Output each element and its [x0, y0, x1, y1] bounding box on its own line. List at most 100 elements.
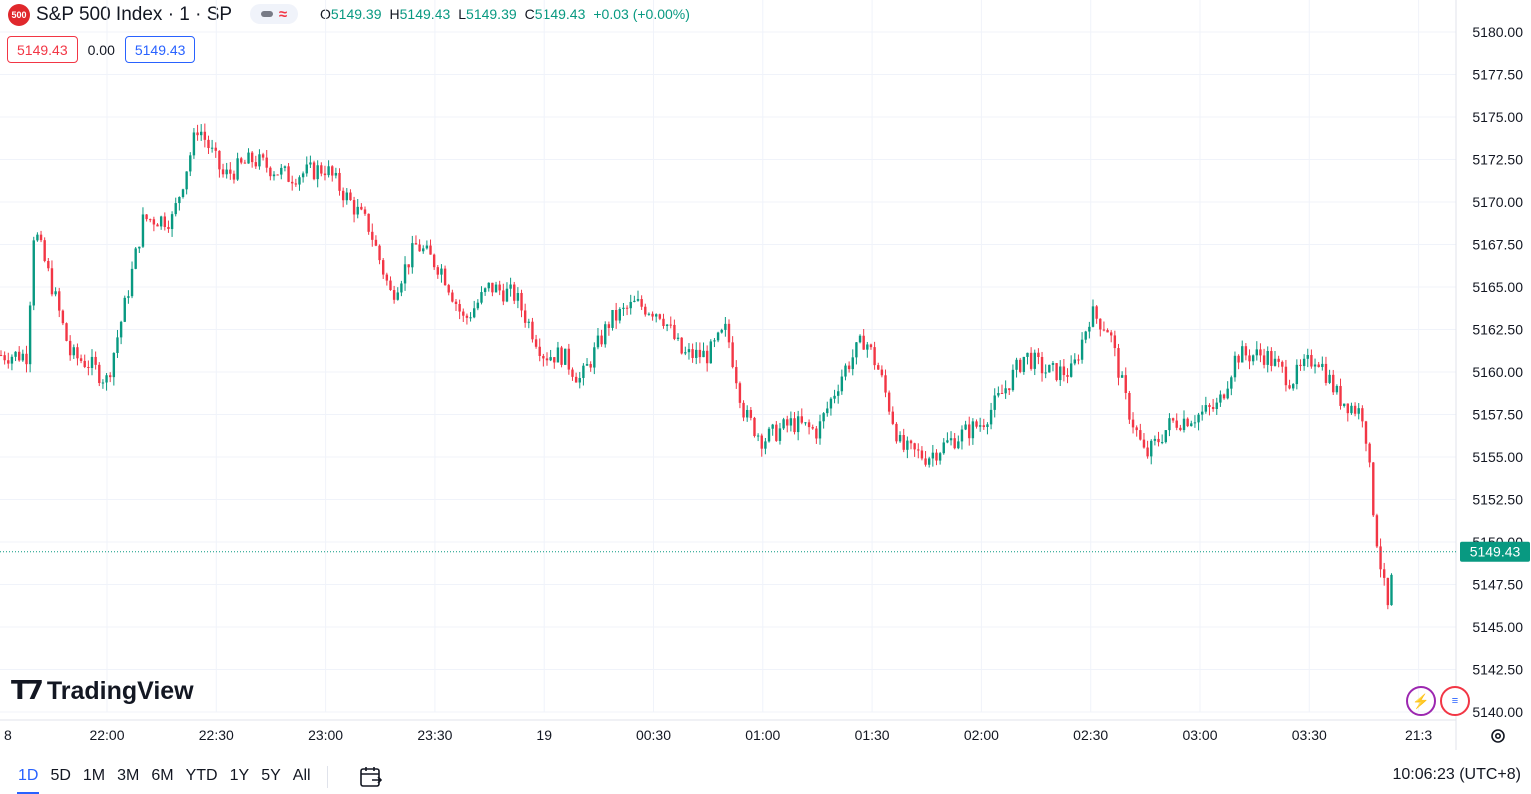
candle-body — [902, 435, 905, 450]
candle-body — [684, 352, 687, 354]
buy-price-button[interactable]: 5149.43 — [124, 36, 196, 63]
candle-body — [181, 189, 185, 198]
candle-body — [221, 169, 225, 175]
candle-body — [170, 214, 174, 230]
range-tab-1y[interactable]: 1Y — [229, 767, 250, 784]
candle-body — [167, 226, 170, 230]
symbol-logo[interactable]: 500 — [8, 4, 30, 26]
candle-body — [382, 260, 385, 275]
candle-body — [938, 453, 942, 461]
candle-body — [1175, 420, 1178, 428]
candle-body — [1080, 339, 1084, 360]
lightning-icon[interactable]: ⚡ — [1406, 686, 1436, 716]
candle-body — [7, 360, 10, 364]
candle-body — [691, 349, 694, 358]
candle-body — [1044, 372, 1047, 374]
candle-body — [494, 284, 498, 293]
candle-body — [906, 440, 909, 450]
candle-body — [542, 355, 545, 359]
candle-body — [731, 342, 734, 368]
candle-body — [396, 292, 399, 300]
ohlc-low: L5149.39 — [458, 6, 517, 22]
candle-body — [1026, 352, 1029, 357]
last-price-label-bg — [1460, 541, 1530, 562]
candle-body — [119, 321, 123, 338]
symbol-title[interactable]: S&P 500 Index · 1 · SP — [36, 4, 233, 25]
time-tick-label: 8 — [4, 727, 12, 743]
range-tab-6m[interactable]: 6M — [151, 767, 174, 784]
candle-body — [1306, 354, 1309, 359]
chart-badges: ⚡ ≡ — [1406, 686, 1470, 716]
candle-body — [520, 292, 523, 311]
candle-body — [851, 357, 854, 370]
candle-body — [14, 351, 17, 357]
candle-body — [523, 310, 527, 323]
settings-gear-icon[interactable] — [1488, 726, 1508, 746]
range-tab-1d[interactable]: 1D — [12, 766, 44, 794]
price-tick-label: 5155.00 — [1472, 449, 1523, 465]
goto-date-calendar-icon[interactable] — [358, 765, 384, 789]
candle-body — [47, 260, 50, 269]
sell-price-button[interactable]: 5149.43 — [7, 36, 78, 63]
candle-body — [1146, 447, 1149, 457]
candle-body — [709, 341, 712, 364]
candle-body — [509, 284, 512, 289]
candle-body — [549, 357, 552, 361]
candle-body — [673, 324, 676, 339]
tradingview-logo[interactable]: T7 TradingView — [11, 676, 194, 706]
candle-body — [1357, 408, 1360, 414]
candle-body — [1226, 388, 1229, 399]
range-tab-5y[interactable]: 5Y — [261, 767, 281, 784]
candle-body — [880, 369, 884, 376]
candle-body — [39, 234, 43, 241]
time-tick-label: 03:30 — [1292, 727, 1327, 743]
candle-body — [753, 417, 756, 437]
range-tab-3m[interactable]: 3M — [117, 767, 140, 784]
candle-body — [454, 301, 458, 305]
ohlc-change: +0.03 (+0.00%) — [593, 6, 690, 22]
candle-body — [1342, 403, 1346, 406]
indicator-toggle[interactable]: ≈ — [250, 4, 298, 24]
candle-body — [1375, 515, 1379, 547]
candle-body — [502, 290, 505, 302]
range-tab-1m[interactable]: 1M — [82, 767, 106, 784]
range-tab-all[interactable]: All — [292, 767, 311, 784]
candle-body — [18, 351, 21, 361]
clock-timezone[interactable]: 10:06:23 (UTC+8) — [1392, 766, 1521, 783]
price-chart[interactable]: 5180.00 5177.50 5175.00 5172.50 5170.00 5167.… — [0, 0, 1531, 758]
candle-body — [327, 166, 330, 176]
candle-body — [669, 324, 672, 326]
candle-body — [767, 428, 771, 442]
candle-body — [1051, 363, 1055, 365]
candle-body — [531, 321, 534, 340]
range-tab-5d[interactable]: 5D — [50, 767, 71, 784]
candle-body — [447, 285, 450, 293]
candle-body — [1186, 418, 1189, 427]
candle-body — [585, 364, 589, 366]
candle-body — [429, 245, 432, 255]
candle-body — [72, 347, 75, 356]
candle-body — [567, 348, 571, 370]
range-tab-ytd[interactable]: YTD — [185, 767, 218, 784]
tradingview-mark-icon: T7 — [11, 676, 44, 706]
candle-body — [98, 364, 101, 384]
candle-body — [545, 358, 549, 361]
candle-body — [127, 296, 130, 298]
candle-body — [363, 209, 367, 214]
candle-body — [1004, 388, 1007, 394]
candle-body — [600, 335, 603, 345]
time-axis: 8 22:00 22:30 23:00 23:30 19 00:30 01:00 01:30 02… — [4, 727, 1432, 743]
candle-body — [837, 391, 840, 396]
candle-body — [436, 267, 439, 275]
candle-body — [163, 216, 166, 227]
us-flag-icon[interactable]: ≡ — [1440, 686, 1470, 716]
candle-body — [640, 299, 643, 307]
candle-body — [1284, 366, 1288, 386]
candle-body — [0, 355, 3, 356]
candle-body — [1124, 375, 1127, 393]
candle-body — [505, 288, 509, 302]
candle-body — [887, 392, 891, 412]
candle-body — [130, 268, 134, 297]
candle-body — [1011, 369, 1015, 391]
candle-body — [1120, 375, 1124, 378]
